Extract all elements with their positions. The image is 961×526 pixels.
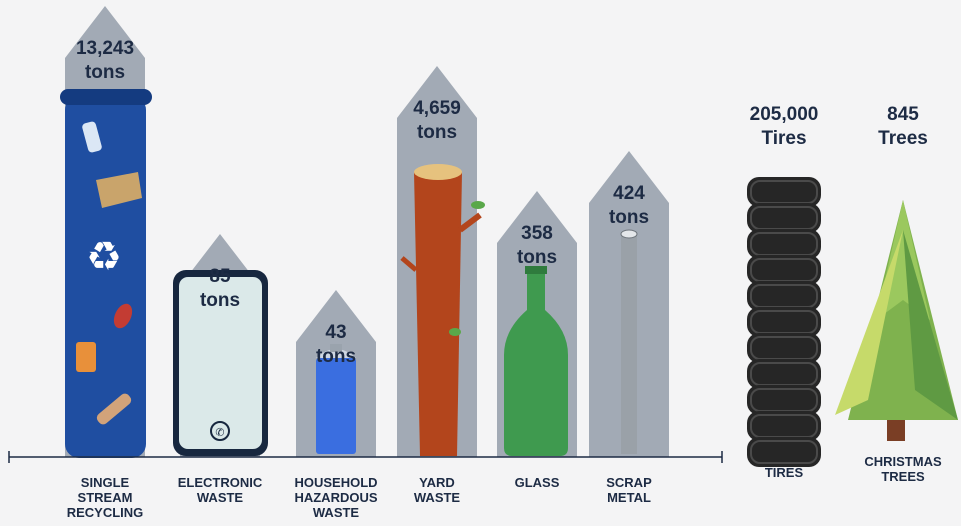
svg-text:♻: ♻ <box>86 235 122 279</box>
category-label: GLASS <box>515 475 560 490</box>
bar-unit-label: tons <box>417 122 457 143</box>
bar-unit-label: tons <box>316 346 356 367</box>
metal-pipe-icon <box>620 229 638 454</box>
bar-value-label: 13,243 <box>76 38 134 59</box>
category-label: ELECTRONIC WASTE <box>178 475 263 505</box>
bar-unit-label: tons <box>200 290 240 311</box>
svg-text:✆: ✆ <box>215 427 224 439</box>
recycling-bin-icon: ♻ <box>60 89 152 458</box>
smartphone-icon: ✆ <box>173 270 268 456</box>
count-unit-label: Tires <box>761 128 806 149</box>
bar-value-label: 85 <box>209 266 231 287</box>
category-label: YARD WASTE <box>414 475 461 505</box>
bar-unit-label: tons <box>517 247 557 268</box>
bar-value-label: 43 <box>325 322 346 343</box>
count-value-label: 205,000 <box>750 104 819 125</box>
tire-stack-icon <box>747 177 821 467</box>
count-value-label: 845 <box>887 104 919 125</box>
glass-bottle-icon <box>504 266 568 456</box>
tree-trunk-icon <box>400 164 485 456</box>
x-axis <box>8 451 723 463</box>
bar-unit-label: tons <box>85 62 125 83</box>
category-label: SCRAP METAL <box>606 475 652 505</box>
count-unit-label: Trees <box>878 128 928 149</box>
category-label: SINGLE STREAM RECYCLING <box>67 475 144 520</box>
bar-unit-label: tons <box>609 207 649 228</box>
spray-can-icon <box>316 344 356 454</box>
category-label: HOUSEHOLD HAZARDOUS WASTE <box>294 475 377 520</box>
bar-value-label: 358 <box>521 223 553 244</box>
bar-value-label: 424 <box>613 183 645 204</box>
christmas-tree-icon <box>835 200 958 441</box>
count-category-label: TIRES <box>765 465 804 480</box>
bar-value-label: 4,659 <box>413 98 461 119</box>
count-category-label: CHRISTMAS TREES <box>864 454 942 484</box>
